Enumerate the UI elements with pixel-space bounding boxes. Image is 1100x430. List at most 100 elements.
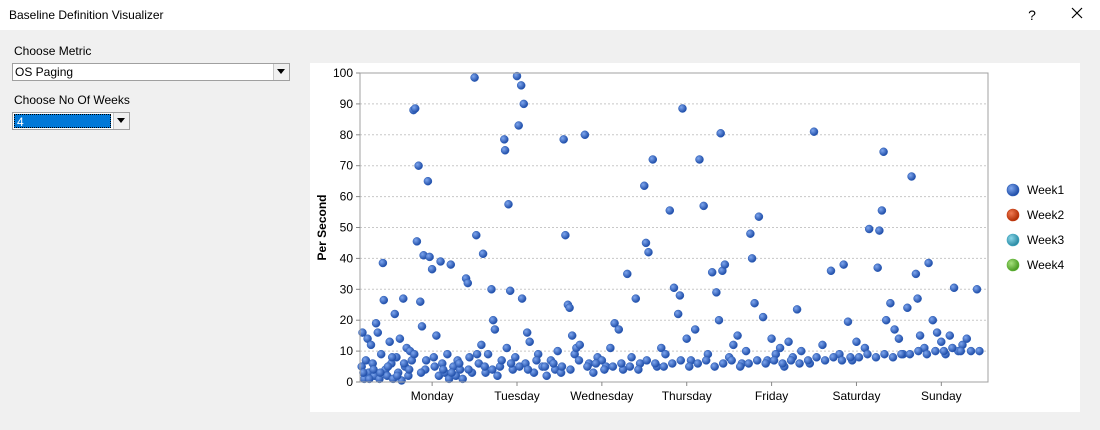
data-point-week1 [741, 346, 751, 356]
data-point-week1 [567, 331, 577, 340]
metric-dropdown-value: OS Paging [15, 65, 74, 79]
data-point-week1 [359, 368, 368, 377]
data-point-week1 [863, 349, 872, 359]
y-axis: 0 10 20 30 40 50 60 70 80 90 100 [333, 66, 360, 389]
weeks-dropdown-button[interactable] [113, 113, 129, 129]
y-tick-label: 40 [340, 251, 354, 265]
data-point-week1 [852, 337, 861, 347]
data-point-week1 [387, 353, 397, 362]
data-point-week1 [427, 264, 437, 274]
data-point-week1 [627, 353, 636, 362]
data-point-week1 [911, 269, 921, 279]
data-point-week1 [617, 359, 626, 368]
y-tick-label: 90 [340, 97, 354, 111]
data-point-week1 [854, 353, 864, 362]
data-point-week1 [505, 286, 515, 296]
data-point-week1 [393, 371, 402, 381]
data-point-week1 [894, 334, 904, 343]
data-point-week1 [795, 359, 804, 368]
data-point-week1 [412, 237, 422, 246]
data-point-week1 [423, 176, 433, 186]
data-point-week1 [463, 278, 473, 288]
data-point-week1 [580, 130, 590, 140]
legend-marker-week1 [1006, 183, 1020, 197]
data-point-week1 [879, 147, 888, 157]
data-point-week1 [949, 283, 959, 293]
metric-dropdown[interactable]: OS Paging [12, 63, 290, 81]
data-point-week1 [881, 315, 891, 325]
data-point-week1 [644, 247, 653, 257]
close-button[interactable] [1066, 5, 1088, 25]
data-point-week1 [399, 359, 409, 368]
data-point-week1 [931, 346, 940, 356]
data-point-week1 [523, 365, 533, 374]
data-point-week1 [693, 359, 703, 368]
data-point-week1 [480, 362, 490, 371]
weeks-dropdown[interactable]: 4 [12, 112, 130, 130]
data-point-week1 [752, 356, 762, 365]
data-point-week1 [948, 343, 957, 353]
y-tick-label: 0 [346, 375, 353, 389]
data-point-week1 [945, 331, 955, 340]
data-point-week1 [447, 368, 456, 377]
data-point-week1 [514, 121, 523, 130]
data-point-week1 [566, 365, 575, 374]
data-point-week1 [905, 349, 915, 359]
data-point-week1 [875, 226, 884, 235]
data-point-week1 [956, 346, 966, 356]
data-point-week1 [651, 359, 660, 368]
data-point-week1 [720, 260, 730, 269]
data-point-week1 [500, 146, 510, 155]
data-point-week1 [716, 129, 725, 138]
data-point-week1 [826, 266, 836, 276]
metric-dropdown-button[interactable] [273, 64, 289, 80]
data-point-week1 [477, 340, 486, 350]
window-title: Baseline Definition Visualizer [9, 8, 164, 22]
y-tick-label: 50 [340, 221, 354, 235]
data-point-week1 [710, 362, 719, 371]
data-point-week1 [707, 268, 717, 277]
y-tick-label: 100 [333, 66, 353, 80]
data-point-week1 [641, 238, 651, 248]
data-point-week1 [464, 365, 473, 374]
data-point-week1 [972, 285, 982, 294]
data-point-week1 [775, 343, 785, 353]
data-point-week1 [839, 260, 848, 269]
x-tick-label: Monday [411, 389, 454, 403]
y-axis-title: Per Second [315, 194, 329, 260]
data-point-week1 [385, 337, 394, 347]
data-point-week1 [877, 206, 887, 215]
data-point-week1 [383, 362, 393, 371]
data-point-week1 [608, 362, 618, 371]
help-button[interactable]: ? [1028, 7, 1036, 23]
data-point-week1 [458, 374, 467, 384]
data-point-week1 [404, 365, 414, 374]
data-point-week1 [549, 359, 558, 368]
data-point-week1 [843, 317, 853, 326]
data-point-week1 [640, 181, 649, 191]
data-point-week1 [506, 359, 516, 368]
y-tick-label: 20 [340, 313, 354, 327]
data-point-week1 [668, 359, 677, 368]
data-point-week1 [446, 260, 456, 269]
data-point-week1 [487, 285, 496, 294]
data-point-week1 [522, 328, 532, 337]
data-point-week1 [472, 230, 481, 240]
title-bar: Baseline Definition Visualizer ? [0, 0, 1100, 30]
data-point-week1 [634, 365, 643, 374]
data-point-week1 [767, 334, 776, 343]
data-point-week1 [657, 343, 666, 353]
data-point-week1 [744, 359, 753, 368]
data-point-week1 [376, 368, 385, 377]
data-point-week1 [727, 356, 736, 365]
data-point-week1 [559, 135, 568, 144]
data-point-week1 [575, 340, 585, 350]
data-point-week1 [625, 362, 635, 371]
legend-marker-week4 [1006, 258, 1020, 272]
data-point-week1 [924, 258, 933, 268]
data-point-week1 [746, 229, 755, 238]
data-point-week1 [712, 288, 721, 297]
data-point-week1 [525, 337, 534, 347]
data-point-week1 [676, 356, 686, 365]
data-point-week1 [922, 349, 932, 359]
